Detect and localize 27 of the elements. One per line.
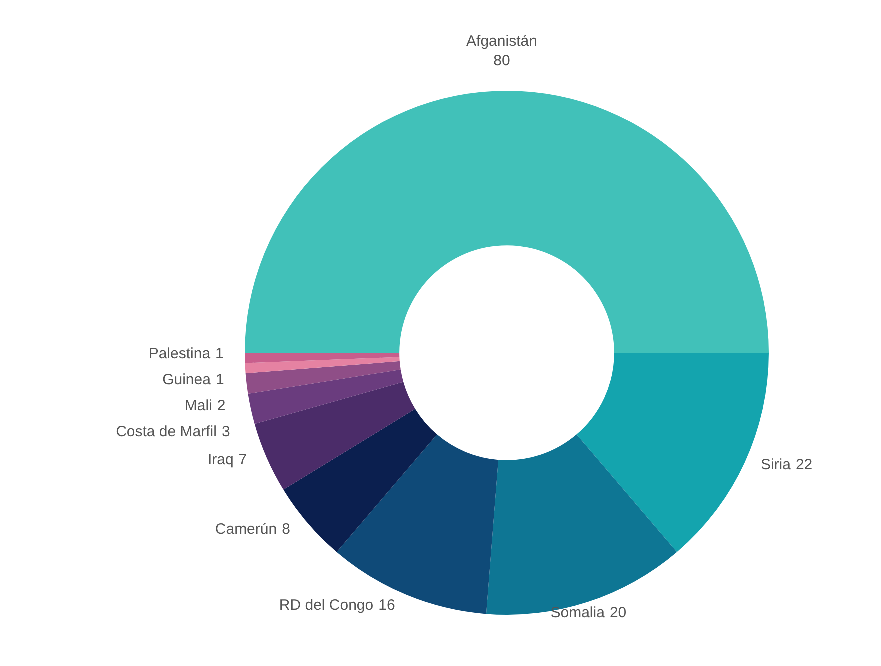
slice-label: Afganistán: [466, 33, 538, 50]
slice-label: Guinea: [162, 372, 212, 389]
donut-slice: [245, 92, 769, 353]
donut-slice: [245, 353, 400, 364]
donut-slice: [246, 361, 401, 394]
donut-slice: [254, 382, 416, 490]
data-label: 80: [494, 52, 510, 70]
slice-label: Palestina: [148, 346, 212, 363]
data-label: 7: [238, 452, 248, 469]
slice-label: RD del Congo: [279, 597, 374, 614]
slice-label: Costa de Marfil: [116, 424, 217, 441]
slice-label: Camerún: [215, 520, 278, 538]
slice-label: Somalia: [550, 604, 606, 622]
data-label: 1: [216, 372, 224, 389]
slice-label: Mali: [184, 398, 212, 415]
donut-slice: [248, 370, 404, 424]
data-label: 1: [216, 346, 224, 363]
slice-label: Siria: [760, 456, 792, 474]
donut-slice: [284, 409, 438, 552]
slice-label: Iraq: [208, 452, 234, 469]
data-label: 20: [610, 604, 627, 622]
data-label: 3: [222, 424, 230, 441]
donut-slice: [245, 357, 400, 374]
data-label: 8: [282, 520, 290, 538]
data-label: 16: [378, 597, 396, 614]
data-label: 22: [796, 456, 813, 474]
data-label: 2: [217, 398, 226, 415]
